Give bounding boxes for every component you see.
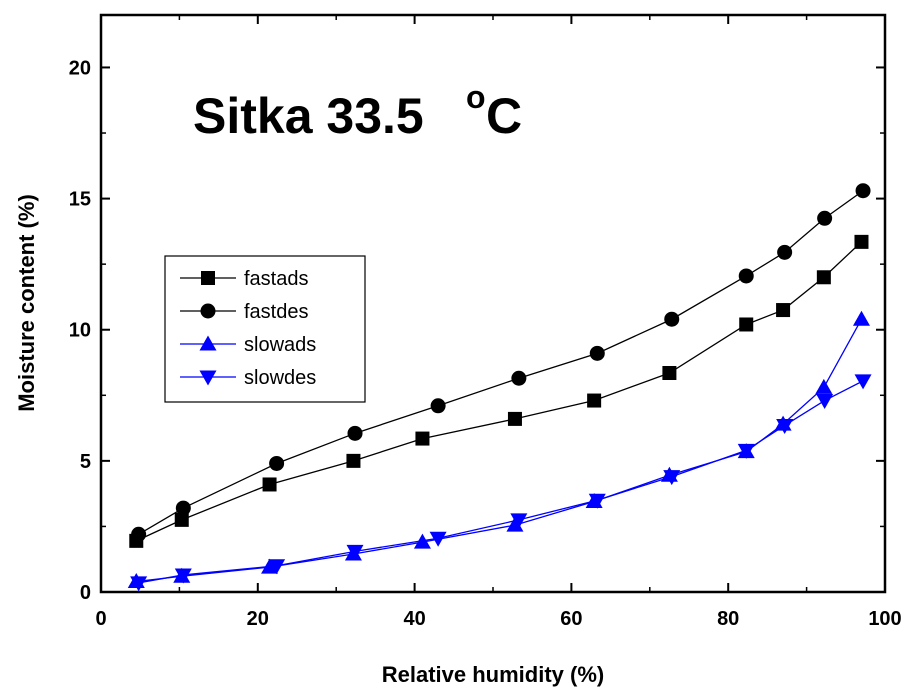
data-point bbox=[174, 512, 189, 527]
legend-marker bbox=[199, 335, 217, 351]
legend-marker bbox=[200, 303, 216, 319]
series-slowdes bbox=[130, 374, 872, 592]
chart-title-main: Sitka 33.5 bbox=[193, 88, 424, 144]
y-tick-label: 10 bbox=[69, 320, 91, 342]
data-point bbox=[588, 493, 606, 509]
data-point bbox=[737, 443, 755, 459]
x-tick-label: 60 bbox=[560, 608, 582, 630]
series-fastdes bbox=[131, 183, 871, 542]
legend-marker bbox=[201, 271, 215, 285]
legend-label: fastdes bbox=[244, 301, 308, 323]
data-point bbox=[130, 576, 148, 592]
data-point bbox=[854, 234, 869, 249]
data-point bbox=[131, 526, 147, 542]
data-point bbox=[777, 244, 793, 260]
data-point bbox=[855, 183, 871, 199]
x-tick-label: 100 bbox=[868, 608, 901, 630]
y-tick-label: 15 bbox=[69, 189, 91, 211]
data-point bbox=[589, 345, 605, 361]
data-point bbox=[852, 310, 870, 326]
x-tick-label: 0 bbox=[95, 608, 106, 630]
data-point bbox=[776, 418, 794, 434]
y-ticks: 0 5 10 15 20 bbox=[69, 57, 885, 604]
data-point bbox=[174, 568, 192, 584]
data-point bbox=[507, 411, 522, 426]
chart-title: Sitka 33.5 bbox=[193, 88, 424, 144]
series-line bbox=[138, 380, 864, 584]
chart-title-unit: C bbox=[486, 88, 522, 144]
legend-label: slowads bbox=[244, 334, 316, 356]
legend-label: fastads bbox=[244, 268, 308, 290]
series-line bbox=[138, 190, 864, 535]
data-point bbox=[817, 210, 833, 226]
data-point bbox=[175, 500, 191, 516]
series-fastads bbox=[129, 234, 869, 548]
data-point bbox=[815, 378, 833, 394]
data-point bbox=[854, 374, 872, 390]
data-point bbox=[268, 559, 286, 575]
y-axis-title: Moisture content (%) bbox=[14, 194, 39, 412]
data-point bbox=[430, 398, 446, 414]
x-tick-label: 20 bbox=[247, 608, 269, 630]
y-tick-label: 5 bbox=[80, 451, 91, 473]
legend-label: slowdes bbox=[244, 367, 316, 389]
y-tick-label: 0 bbox=[80, 582, 91, 604]
data-point bbox=[415, 431, 430, 446]
x-tick-label: 40 bbox=[403, 608, 425, 630]
data-point bbox=[429, 531, 447, 547]
data-point bbox=[346, 544, 364, 560]
chart-title-degree: o bbox=[466, 79, 486, 115]
data-point bbox=[816, 270, 831, 285]
data-point bbox=[347, 425, 363, 441]
data-point bbox=[269, 455, 285, 471]
legend: fastads fastdes slowads slowdes bbox=[164, 255, 366, 403]
data-point bbox=[346, 453, 361, 468]
series-line bbox=[136, 318, 863, 583]
data-point bbox=[506, 516, 524, 532]
data-point bbox=[511, 370, 527, 386]
data-point bbox=[262, 477, 277, 492]
data-point bbox=[738, 268, 754, 284]
data-point bbox=[587, 393, 602, 408]
data-point bbox=[663, 470, 681, 486]
x-tick-label: 80 bbox=[717, 608, 739, 630]
y-tick-label: 20 bbox=[69, 57, 91, 79]
data-point bbox=[664, 311, 680, 327]
data-point bbox=[739, 317, 754, 332]
data-point bbox=[510, 513, 528, 529]
legend-marker bbox=[199, 370, 217, 386]
x-axis-title: Relative humidity (%) bbox=[382, 662, 604, 687]
legend-box bbox=[164, 255, 366, 403]
data-point bbox=[776, 303, 791, 318]
data-point bbox=[816, 394, 834, 410]
x-ticks: 0 20 40 60 80 100 bbox=[95, 15, 902, 630]
data-point bbox=[662, 366, 677, 381]
series-layer bbox=[127, 183, 872, 592]
